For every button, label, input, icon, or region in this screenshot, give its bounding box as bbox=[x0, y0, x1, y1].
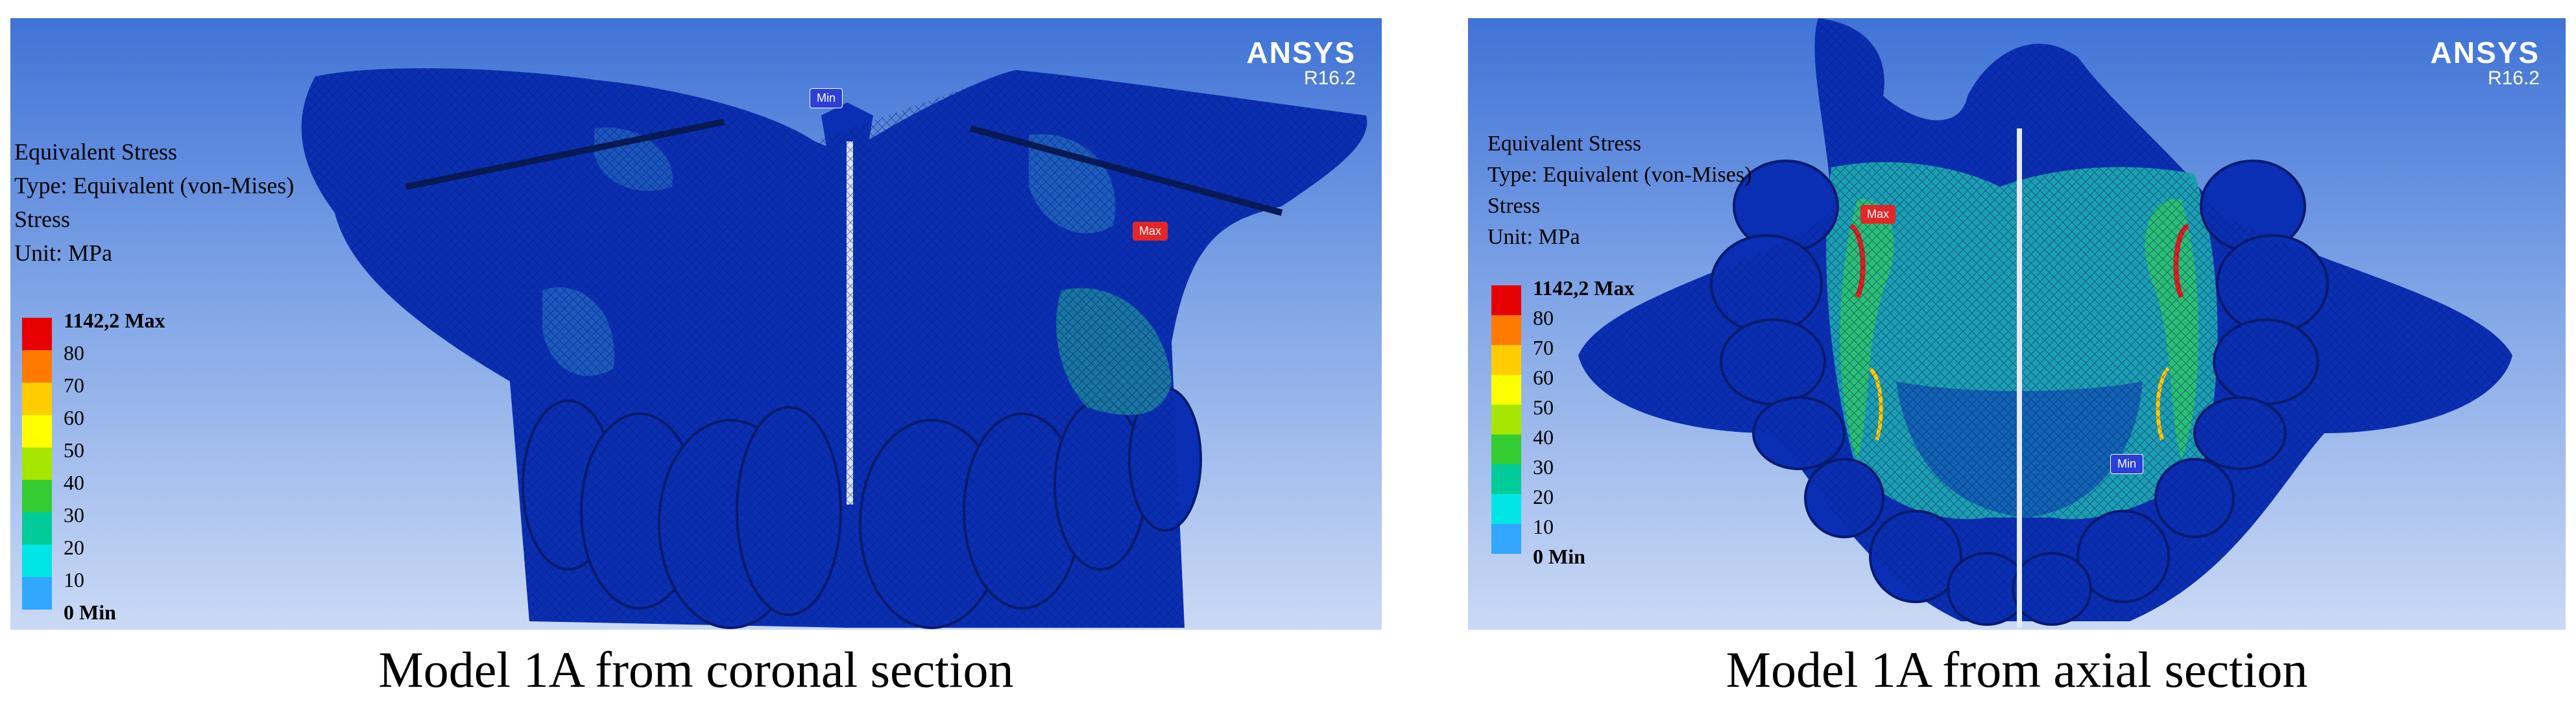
info-unit: Unit: MPa bbox=[1487, 225, 1580, 249]
info-type: Type: Equivalent (von-Mises) bbox=[1487, 163, 1752, 187]
legend-swatch bbox=[1491, 435, 1521, 464]
legend-label: 30 bbox=[1533, 455, 1554, 479]
legend-swatch bbox=[22, 383, 52, 415]
min-marker: Min bbox=[2110, 454, 2144, 474]
legend-label: 30 bbox=[64, 503, 84, 527]
result-info: Equivalent Stress Type: Equivalent (von-… bbox=[1487, 128, 1751, 253]
legend-label: 50 bbox=[1533, 396, 1554, 419]
max-marker: Max bbox=[1860, 205, 1896, 224]
legend-label: 10 bbox=[64, 568, 84, 591]
legend-label: 0 Min bbox=[1533, 545, 1585, 568]
legend-label: 80 bbox=[1533, 306, 1554, 329]
legend-label: 10 bbox=[1533, 515, 1554, 538]
legend-swatch bbox=[22, 480, 52, 512]
legend-swatch bbox=[22, 545, 52, 577]
legend-swatch bbox=[1491, 464, 1521, 494]
legend-label: 50 bbox=[64, 438, 84, 462]
info-quantity: Stress bbox=[1487, 194, 1541, 218]
legend-swatch bbox=[1491, 375, 1521, 405]
info-title: Equivalent Stress bbox=[1487, 132, 1642, 156]
info-type: Type: Equivalent (von-Mises) bbox=[14, 173, 295, 198]
legend-label: 40 bbox=[1533, 425, 1554, 449]
info-quantity: Stress bbox=[14, 206, 71, 232]
legend-swatch bbox=[1491, 494, 1521, 524]
legend-label: 1142,2 Max bbox=[64, 309, 165, 332]
legend-label: 20 bbox=[64, 536, 84, 559]
legend-swatch bbox=[1491, 524, 1521, 554]
legend-swatch bbox=[1491, 345, 1521, 375]
legend-label: 60 bbox=[64, 406, 84, 429]
legend-swatch bbox=[22, 447, 52, 480]
ansys-logo: ANSYS R16.2 bbox=[1246, 36, 1356, 89]
axial-section-panel: Min Max ANSYS R16.2 Equivalent Stress Ty… bbox=[1468, 18, 2566, 630]
legend-label: 20 bbox=[1533, 485, 1554, 508]
legend-label: 1142,2 Max bbox=[1533, 276, 1635, 300]
legend-label: 70 bbox=[1533, 336, 1554, 359]
legend-swatch bbox=[22, 577, 52, 610]
legend-swatch bbox=[1491, 315, 1521, 345]
legend-label: 40 bbox=[64, 471, 84, 494]
legend-label: 70 bbox=[64, 374, 84, 397]
caption-coronal: Model 1A from coronal section bbox=[378, 641, 1014, 698]
coronal-model-mesh bbox=[301, 68, 1367, 629]
axial-model-mesh bbox=[1578, 18, 2512, 628]
caption-axial: Model 1A from axial section bbox=[1726, 641, 2308, 698]
result-info: Equivalent Stress Type: Equivalent (von-… bbox=[14, 135, 294, 270]
coronal-section-panel: Min Max ANSYS R16.2 Equivalent Stress Ty… bbox=[10, 18, 1382, 630]
legend-label: 0 Min bbox=[64, 601, 116, 624]
legend-label: 80 bbox=[64, 341, 84, 364]
ansys-logo: ANSYS R16.2 bbox=[2430, 36, 2540, 89]
info-unit: Unit: MPa bbox=[14, 240, 113, 266]
legend-swatch bbox=[22, 512, 52, 545]
info-title: Equivalent Stress bbox=[14, 139, 177, 165]
legend-swatch bbox=[1491, 285, 1521, 315]
legend-label: 60 bbox=[1533, 366, 1554, 389]
legend-swatch bbox=[22, 350, 52, 383]
legend-swatch bbox=[1491, 405, 1521, 435]
legend-swatch bbox=[22, 318, 52, 350]
max-marker: Max bbox=[1133, 222, 1168, 241]
min-marker: Min bbox=[810, 88, 843, 108]
legend-swatch bbox=[22, 415, 52, 447]
